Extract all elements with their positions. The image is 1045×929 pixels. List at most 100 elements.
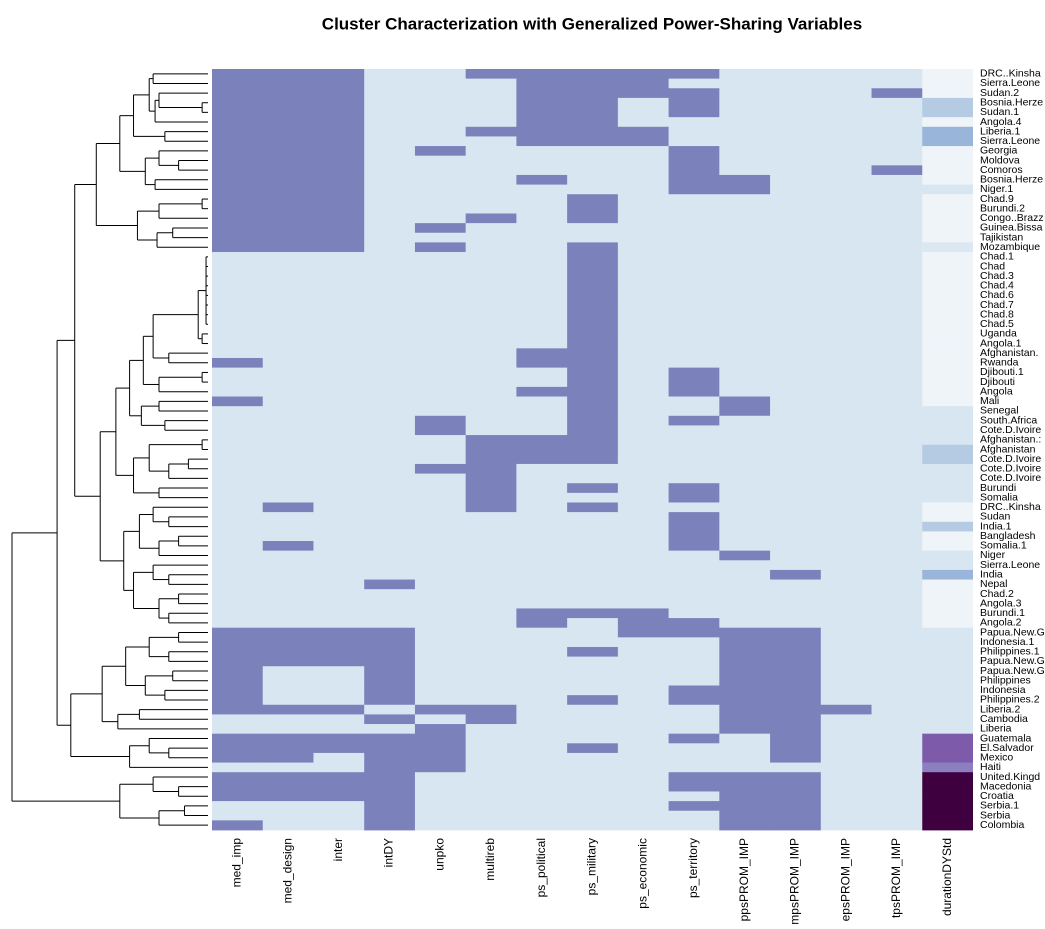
duration-cell [922,232,973,243]
cell [820,174,872,185]
cell [770,78,822,89]
cell [516,820,568,831]
cell [820,685,872,696]
cell [871,704,923,715]
cell [465,541,517,552]
cell [313,521,365,532]
cell [871,232,923,243]
cell [364,107,416,118]
cell [364,435,416,446]
cell [516,338,568,349]
cell [465,406,517,417]
cell [719,348,771,359]
row-label: Comoros [980,164,1023,176]
cell [262,463,314,474]
cell [668,801,720,812]
cell [212,589,264,600]
row-label: Senegal [980,405,1019,417]
cell [516,531,568,542]
cell [364,589,416,600]
cell [820,743,872,754]
cell [871,492,923,503]
cell [414,608,467,619]
cell [871,473,923,484]
cell [364,396,416,407]
cell [414,184,467,195]
cell [820,608,872,619]
cell [516,579,568,590]
cell [313,377,365,388]
row-label: Philippines.1 [980,646,1040,658]
cell [567,309,619,320]
duration-cell [922,69,973,80]
cell [617,810,669,821]
cell [313,415,365,426]
cell [871,203,923,214]
cell [820,541,872,552]
cell [212,695,264,706]
cell [262,704,314,715]
cell [313,685,365,696]
cell [364,165,416,176]
cell [567,743,619,754]
cell [364,223,416,234]
cell [820,261,872,272]
cell [617,271,669,282]
cell [262,348,314,359]
row-label: Burundi.2 [980,202,1025,214]
row-label: Angola.2 [980,617,1022,629]
cell [313,820,365,831]
cell [262,550,314,561]
cell [871,309,923,320]
cell [770,646,822,658]
cell [414,685,467,696]
row-label: DRC..Kinsha [980,68,1041,80]
cell [212,88,264,99]
cell [617,435,669,446]
cell [313,406,365,417]
cell [820,666,872,677]
cell [617,608,669,619]
cell [465,367,517,378]
cell [313,579,365,590]
cell [668,300,720,311]
row-label: Cote.D.Ivoire [980,424,1041,436]
cell [871,512,923,523]
duration-cell [922,117,973,128]
cell [719,444,771,455]
cell [364,271,416,282]
cell [516,550,568,561]
cell [567,242,619,253]
duration-cell [922,569,973,580]
cell [313,589,365,600]
cell [668,463,720,474]
cell [313,319,365,330]
cell [820,319,872,330]
cell [516,232,568,243]
cell [262,223,314,234]
cell [364,78,416,89]
cell [871,348,923,359]
cell [770,810,822,821]
cell [567,252,619,263]
cell [516,184,568,195]
cell [212,646,264,658]
cell [567,415,619,426]
cell [313,492,365,503]
cell [668,752,720,763]
cell [516,714,568,725]
cell [212,136,264,147]
cell [414,531,467,542]
row-label: Sudan.1 [980,106,1019,118]
cell [871,762,923,773]
cell [820,492,872,503]
cell [770,117,822,128]
cell [465,810,517,821]
cell [770,425,822,436]
cell [871,531,923,542]
cell [770,69,822,80]
cell [617,772,669,783]
cell [364,146,416,157]
cell [617,646,669,658]
cell [212,820,264,831]
